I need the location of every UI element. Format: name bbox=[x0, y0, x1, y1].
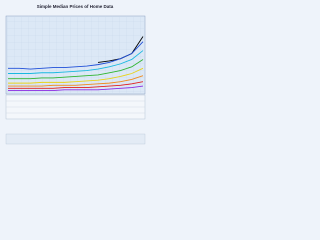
series-line bbox=[8, 85, 144, 91]
series-line bbox=[8, 50, 144, 74]
series-line bbox=[8, 59, 144, 80]
series-line bbox=[8, 67, 144, 84]
chart: Simple Median Prices of Home Data bbox=[0, 0, 150, 150]
footer-box bbox=[5, 133, 146, 145]
chart-title: Simple Median Prices of Home Data bbox=[37, 4, 114, 9]
data-table bbox=[5, 94, 146, 120]
series-line bbox=[8, 75, 144, 87]
page: Simple Median Prices of Home Data (() =>… bbox=[0, 0, 150, 150]
series-line bbox=[8, 81, 144, 89]
series-line bbox=[8, 41, 144, 70]
grid bbox=[6, 16, 145, 94]
